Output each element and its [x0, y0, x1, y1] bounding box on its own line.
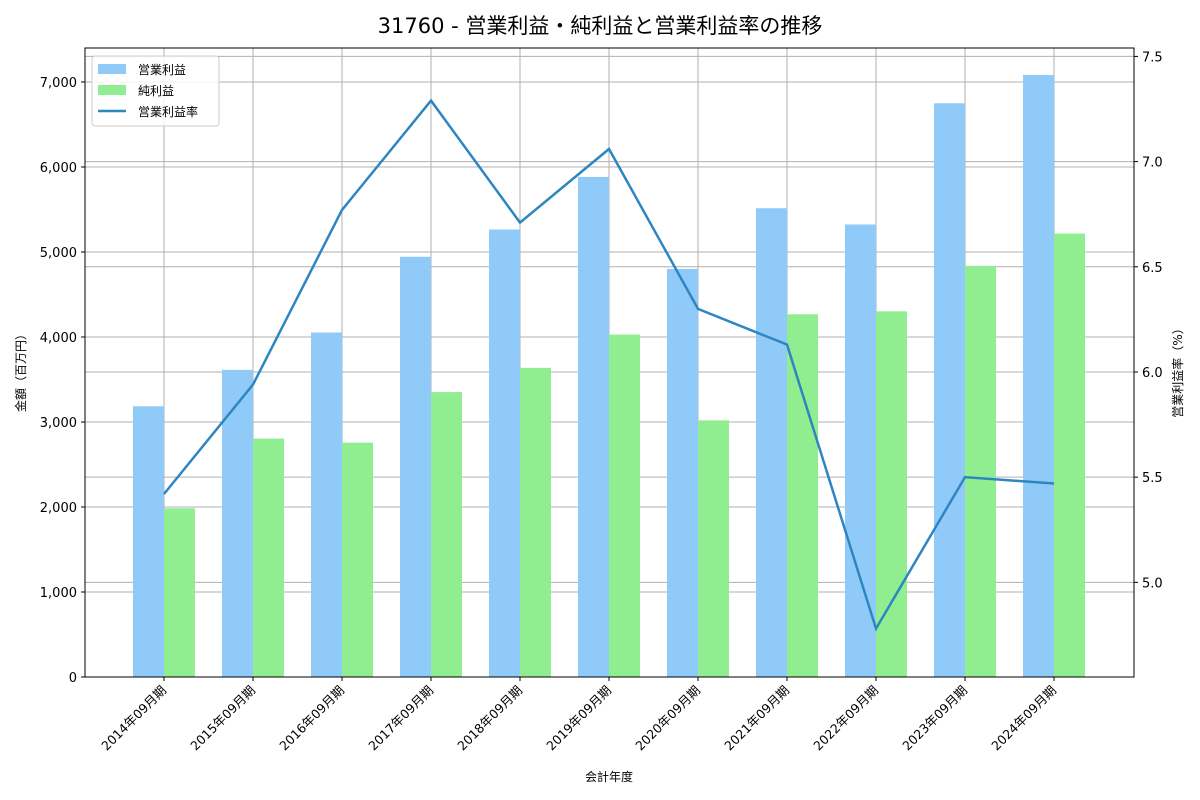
- bar-operating-income: [489, 229, 520, 677]
- bar-net-income: [609, 334, 640, 677]
- bar-net-income: [965, 265, 996, 677]
- bar-net-income: [431, 392, 462, 677]
- y-tick-label: 2,000: [40, 501, 77, 516]
- bar-operating-income: [133, 406, 164, 677]
- legend-label-margin: 営業利益率: [138, 104, 198, 119]
- y2-tick-label: 6.0: [1142, 366, 1163, 381]
- y2-tick-label: 7.0: [1142, 156, 1163, 171]
- x-tick-label: 2021年09月期: [721, 683, 792, 754]
- y-tick-label: 0: [69, 671, 77, 686]
- legend-label-operating-income: 営業利益: [138, 63, 186, 77]
- right-axis-ticks: 5.0 5.5 6.0 6.5 7.0 7.5: [1134, 50, 1163, 591]
- x-tick-label: 2019年09月期: [543, 683, 614, 754]
- legend: 営業利益 純利益 営業利益率: [91, 55, 220, 127]
- bar-net-income: [1054, 233, 1085, 677]
- x-tick-label: 2023年09月期: [899, 683, 970, 754]
- x-axis-label: 会計年度: [585, 769, 633, 784]
- line-series: [163, 98, 1055, 632]
- bar-net-income: [698, 420, 729, 677]
- x-tick-label: 2015年09月期: [187, 683, 258, 754]
- x-tick-label: 2024年09月期: [988, 683, 1059, 754]
- bar-operating-income: [667, 268, 698, 677]
- x-tick-label: 2020年09月期: [632, 683, 703, 754]
- bar-net-income: [164, 508, 195, 677]
- bar-net-income: [520, 367, 551, 677]
- y2-axis-label: 営業利益率（%）: [1170, 322, 1185, 417]
- bar-operating-income: [578, 176, 609, 677]
- x-tick-label: 2016年09月期: [276, 683, 347, 754]
- bar-operating-income: [934, 103, 965, 677]
- bar-operating-income: [400, 256, 431, 677]
- y-tick-label: 4,000: [40, 331, 77, 346]
- bar-operating-income: [311, 332, 342, 677]
- bar-net-income: [787, 314, 818, 677]
- x-axis-ticks: 2014年09月期 2015年09月期 2016年09月期 2017年09月期 2018…: [98, 677, 1059, 753]
- bar-series: [133, 74, 1085, 677]
- left-axis-ticks: 0 1,000 2,000 3,000 4,000 5,000 6,000 7,000: [40, 76, 85, 686]
- legend-swatch-net-income: [98, 85, 126, 95]
- y-axis-label: 金額（百万円）: [13, 328, 28, 412]
- y-tick-label: 3,000: [40, 416, 77, 431]
- y2-tick-label: 5.0: [1142, 576, 1163, 591]
- legend-label-net-income: 純利益: [138, 84, 174, 98]
- legend-swatch-operating-income: [98, 64, 126, 74]
- bar-operating-income: [222, 369, 253, 677]
- x-tick-label: 2014年09月期: [98, 683, 169, 754]
- y-tick-label: 7,000: [40, 76, 77, 91]
- bar-operating-income: [845, 224, 876, 677]
- chart-title: 31760 - 営業利益・純利益と営業利益率の推移: [378, 14, 823, 38]
- bar-operating-income: [1023, 74, 1054, 677]
- x-tick-label: 2018年09月期: [454, 683, 525, 754]
- bar-net-income: [342, 442, 373, 677]
- y2-tick-label: 6.5: [1142, 261, 1163, 276]
- line-operating-margin: [163, 98, 1055, 632]
- y2-tick-label: 5.5: [1142, 471, 1163, 486]
- x-tick-label: 2022年09月期: [810, 683, 881, 754]
- y-tick-label: 5,000: [40, 246, 77, 261]
- x-tick-label: 2017年09月期: [365, 683, 436, 754]
- y2-tick-label: 7.5: [1142, 50, 1163, 65]
- bar-net-income: [876, 311, 907, 677]
- bar-net-income: [253, 438, 284, 677]
- y-tick-label: 6,000: [40, 161, 77, 176]
- bar-operating-income: [756, 208, 787, 677]
- y-tick-label: 1,000: [40, 586, 77, 601]
